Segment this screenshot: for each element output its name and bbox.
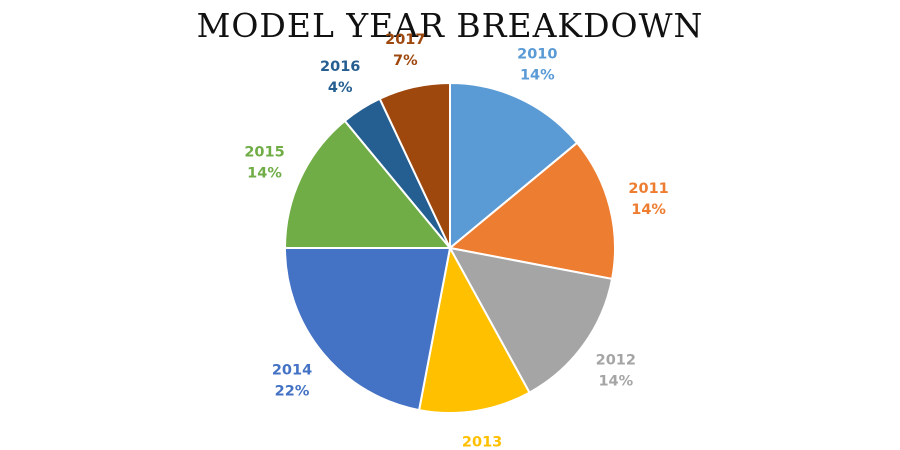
data-label-percent: 7% [393,53,418,69]
data-label-category: 2010 [517,47,557,63]
data-label-percent: 14% [520,68,555,84]
data-label-2011: 2011 14% [628,181,668,218]
pie-labels: 2010 14% 2011 14% 2012 14% 201311% 2014 22% 2015 1… [244,32,668,450]
data-label-category: 2014 [272,363,312,379]
data-label-percent: 14% [631,202,666,218]
data-label-2016: 2016 4% [320,59,360,96]
pie-slices [283,81,617,415]
data-label-2014: 2014 22% [272,363,312,400]
data-label-percent: 14% [247,166,282,182]
pie-slice-2012 [448,246,614,394]
data-label-2013: 201311% [462,435,502,450]
chart-title: MODEL YEAR BREAKDOWN [196,6,704,45]
pie-slice-2010 [449,81,579,251]
data-label-2010: 2010 14% [517,47,557,84]
pie-slice-2014 [283,247,452,412]
pie-slice-2011 [447,141,617,281]
data-label-percent: 14% [598,374,633,390]
data-label-category: 2012 [596,353,636,369]
pie-slice-2017 [378,81,451,249]
data-label-percent: 4% [328,80,353,96]
data-label-category: 2015 [244,145,284,161]
data-label-category: 2013 [462,435,502,450]
data-label-2012: 2012 14% [596,353,636,390]
data-label-percent: 22% [275,384,310,400]
pie-slice-2015 [283,119,453,249]
data-label-category: 2011 [628,181,668,197]
data-label-category: 2017 [385,32,425,48]
data-label-2015: 2015 14% [244,145,284,182]
pie-slice-2013 [417,245,531,415]
data-label-2017: 2017 7% [385,32,425,69]
data-label-category: 2016 [320,59,360,75]
